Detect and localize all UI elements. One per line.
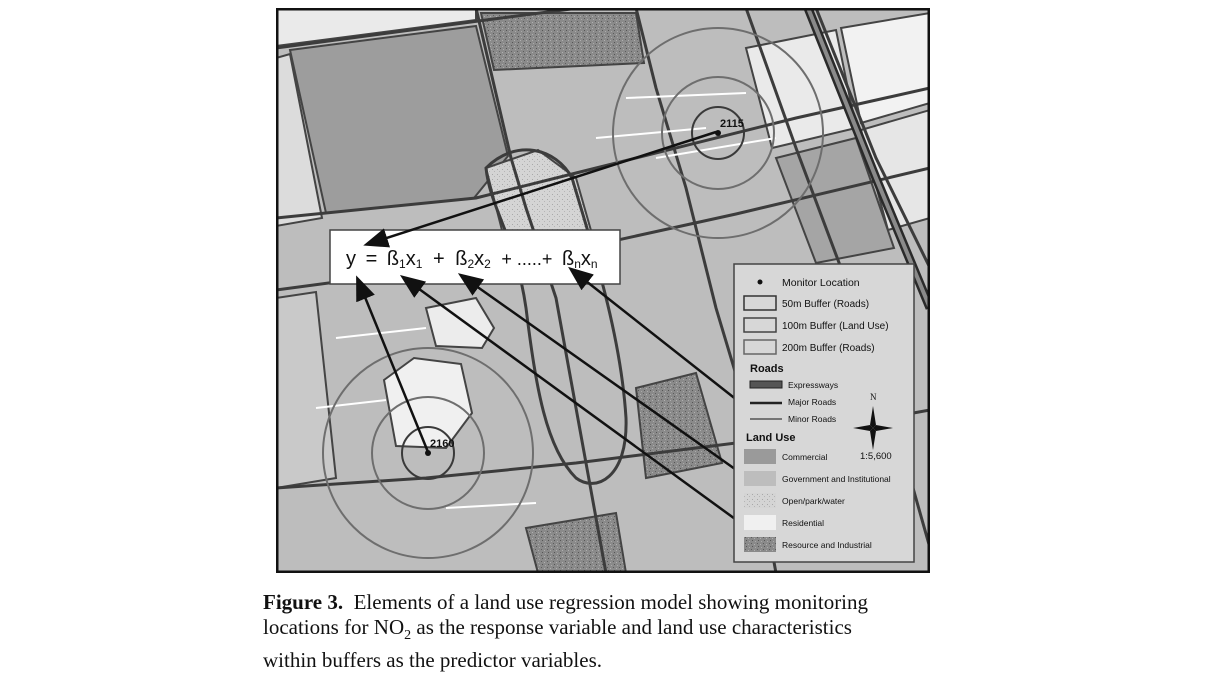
north-arrow-icon xyxy=(853,406,893,450)
arrow-b1x1 xyxy=(399,275,743,526)
legend-buffer-200m-label: 200m Buffer (Roads) xyxy=(782,343,875,354)
legend-residential-label: Residential xyxy=(782,518,824,528)
legend-monitor-dot xyxy=(757,279,763,285)
parcel-residential-right2 xyxy=(839,11,930,125)
land-use-map: 2115 2160 y = ß1x1 + ß2x2 + .....+ ßnxn … xyxy=(276,8,930,573)
caption-label: Figure 3. xyxy=(263,590,344,614)
caption-subscript: 2 xyxy=(404,628,412,644)
monitor-label-2115: 2115 xyxy=(720,118,744,130)
arrow-bnxn xyxy=(568,266,743,405)
legend-government-swatch xyxy=(744,471,776,486)
legend-open-park-label: Open/park/water xyxy=(782,496,845,506)
monitor-point-2115 xyxy=(715,130,721,136)
caption-text-1: Elements of a land use regression model … xyxy=(353,590,869,614)
arrow-b2x2 xyxy=(457,273,743,476)
legend-resource-label: Resource and Industrial xyxy=(782,540,872,550)
regression-arrows xyxy=(356,130,743,526)
parcel-lower-left xyxy=(276,290,338,490)
map-legend: Monitor Location 50m Buffer (Roads) 100m… xyxy=(733,263,915,563)
buffers-2115 xyxy=(612,27,824,239)
parcel-industrial-top xyxy=(479,12,646,72)
legend-government-label: Government and Institutional xyxy=(782,474,891,484)
buffer-100m-2115 xyxy=(661,76,775,190)
legend-box xyxy=(733,263,915,563)
caption-line-1: Figure 3. Elements of a land use regress… xyxy=(263,590,953,615)
parcel-industrial-bottom xyxy=(524,511,628,573)
legend-expressway-label: Expressways xyxy=(788,380,838,390)
legend-open-park-swatch xyxy=(744,493,776,508)
arrow-y-from-2115 xyxy=(363,130,717,248)
buffer-200m-2115 xyxy=(612,27,824,239)
map-frame xyxy=(276,8,930,573)
parcel-residential-lake xyxy=(382,356,474,450)
buffer-100m-2160 xyxy=(371,396,485,510)
legend-buffer-50m-swatch xyxy=(743,295,777,311)
legend-buffer-100m-swatch xyxy=(743,317,777,333)
caption-line-2: locations for NO2 as the response variab… xyxy=(263,615,953,648)
parcel-government-large xyxy=(288,24,510,215)
regression-equation: y = ß1x1 + ß2x2 + .....+ ßnxn xyxy=(346,248,598,273)
parcel-residential-left xyxy=(276,52,324,228)
legend-land-use-title: Land Use xyxy=(746,432,796,444)
caption-line-3: within buffers as the predictor variable… xyxy=(263,648,603,673)
legend-commercial-swatch xyxy=(744,449,776,464)
caption-text-2a: locations for NO xyxy=(263,615,405,639)
legend-minor-road-label: Minor Roads xyxy=(788,414,836,424)
legend-commercial-label: Commercial xyxy=(782,452,827,462)
buffer-50m-2115 xyxy=(691,106,745,160)
legend-expressway-swatch xyxy=(749,380,783,389)
buffers-2160 xyxy=(322,347,534,559)
north-label: N xyxy=(870,392,877,402)
monitor-label-2160: 2160 xyxy=(430,438,454,450)
legend-major-road-label: Major Roads xyxy=(788,397,836,407)
legend-resource-swatch xyxy=(744,537,776,552)
caption-text-2b: as the response variable and land use ch… xyxy=(411,615,852,639)
legend-buffer-50m-label: 50m Buffer (Roads) xyxy=(782,299,869,310)
legend-buffer-100m-label: 100m Buffer (Land Use) xyxy=(782,321,889,332)
legend-roads-title: Roads xyxy=(750,363,784,375)
buffer-50m-2160 xyxy=(401,426,455,480)
legend-scale: 1:5,600 xyxy=(860,451,892,462)
legend-buffer-200m-swatch xyxy=(743,339,777,355)
buffer-200m-2160 xyxy=(322,347,534,559)
arrow-y-from-2160 xyxy=(356,275,430,453)
legend-monitor-label: Monitor Location xyxy=(782,277,860,289)
legend-residential-swatch xyxy=(744,515,776,530)
figure-caption: Figure 3. Elements of a land use regress… xyxy=(263,590,953,673)
